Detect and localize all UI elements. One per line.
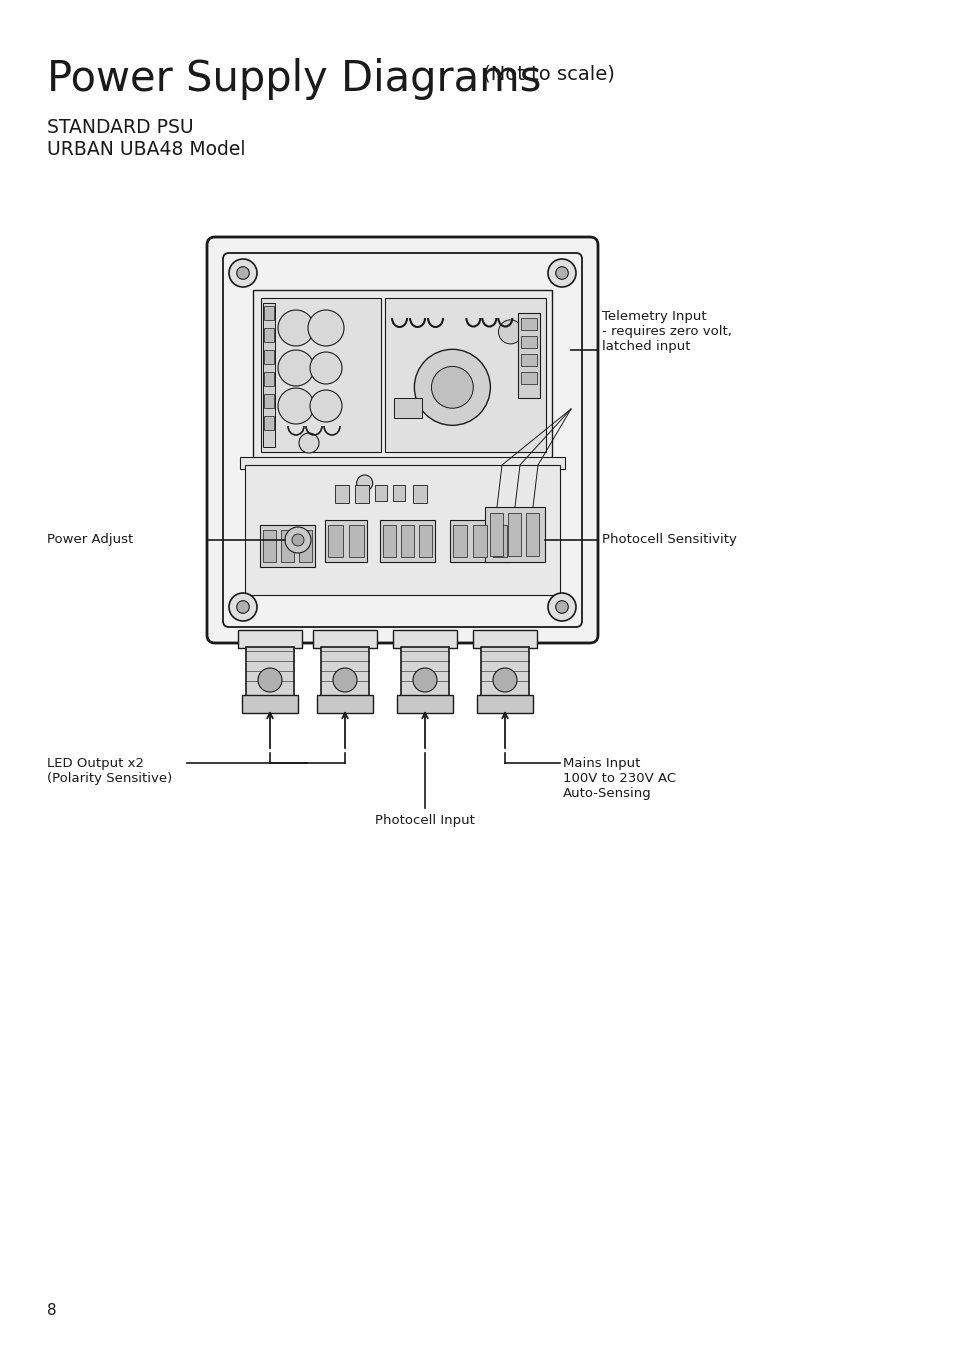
Bar	[245, 464, 559, 595]
Bar	[316, 695, 373, 713]
Circle shape	[308, 310, 344, 346]
Bar	[476, 695, 533, 713]
Bar	[264, 394, 274, 408]
Bar	[320, 647, 369, 699]
Circle shape	[285, 526, 311, 554]
Bar	[400, 647, 449, 699]
Bar	[264, 373, 274, 386]
Bar	[400, 525, 414, 558]
Circle shape	[277, 310, 314, 346]
Bar	[281, 531, 294, 562]
Bar	[313, 630, 376, 648]
Bar	[450, 520, 510, 562]
Circle shape	[236, 267, 249, 279]
Circle shape	[229, 593, 256, 621]
Bar	[253, 290, 552, 460]
Bar	[413, 485, 427, 504]
Text: STANDARD PSU: STANDARD PSU	[47, 117, 193, 136]
Bar	[384, 298, 545, 452]
Bar	[396, 695, 453, 713]
Bar	[493, 525, 506, 558]
Circle shape	[229, 259, 256, 288]
Bar	[382, 525, 395, 558]
Circle shape	[413, 668, 436, 693]
Bar	[335, 485, 349, 504]
Circle shape	[555, 601, 568, 613]
Text: Telemetry Input
- requires zero volt,
latched input: Telemetry Input - requires zero volt, la…	[601, 310, 731, 352]
Bar	[379, 520, 435, 562]
Bar	[480, 647, 529, 699]
Circle shape	[277, 387, 314, 424]
Text: (Not to scale): (Not to scale)	[476, 65, 615, 84]
Bar	[237, 630, 302, 648]
Bar	[453, 525, 467, 558]
Circle shape	[292, 535, 304, 545]
Circle shape	[236, 601, 249, 613]
Bar	[394, 398, 422, 418]
Circle shape	[555, 267, 568, 279]
FancyBboxPatch shape	[207, 238, 598, 643]
Bar	[473, 525, 486, 558]
Bar	[507, 513, 520, 556]
Bar	[262, 531, 275, 562]
Bar	[520, 319, 537, 331]
Bar	[484, 508, 544, 562]
Bar	[393, 630, 456, 648]
Circle shape	[298, 433, 318, 454]
Bar	[393, 485, 405, 501]
Bar	[240, 458, 564, 468]
Circle shape	[547, 259, 576, 288]
Bar	[517, 313, 539, 398]
Bar	[419, 525, 432, 558]
Bar	[264, 328, 274, 342]
Text: Photocell Input: Photocell Input	[375, 814, 475, 828]
Circle shape	[277, 350, 314, 386]
Bar	[473, 630, 537, 648]
Bar	[375, 485, 387, 501]
Bar	[264, 306, 274, 320]
Circle shape	[310, 352, 341, 383]
Bar	[520, 373, 537, 385]
Circle shape	[493, 668, 517, 693]
Text: Mains Input
100V to 230V AC
Auto-Sensing: Mains Input 100V to 230V AC Auto-Sensing	[562, 757, 676, 801]
Bar	[260, 525, 314, 567]
Circle shape	[257, 668, 282, 693]
Bar	[349, 525, 363, 558]
Bar	[263, 302, 274, 447]
Bar	[525, 513, 538, 556]
Text: URBAN UBA48 Model: URBAN UBA48 Model	[47, 140, 245, 159]
Text: Photocell Sensitivity: Photocell Sensitivity	[601, 533, 736, 547]
Bar	[264, 350, 274, 365]
Bar	[264, 416, 274, 431]
Circle shape	[498, 320, 522, 344]
Text: LED Output x2
(Polarity Sensitive): LED Output x2 (Polarity Sensitive)	[47, 757, 172, 784]
Circle shape	[333, 668, 356, 693]
Circle shape	[547, 593, 576, 621]
Bar	[299, 531, 312, 562]
Bar	[328, 525, 342, 558]
Bar	[246, 647, 294, 699]
Circle shape	[356, 475, 373, 491]
Bar	[325, 520, 367, 562]
Bar	[355, 485, 369, 504]
Text: Power Adjust: Power Adjust	[47, 533, 133, 547]
Text: 8: 8	[47, 1303, 56, 1318]
Bar	[242, 695, 297, 713]
Bar	[490, 513, 502, 556]
Text: Power Supply Diagrams: Power Supply Diagrams	[47, 58, 540, 100]
Circle shape	[431, 366, 473, 408]
Bar	[261, 298, 380, 452]
Circle shape	[414, 350, 490, 425]
Bar	[520, 336, 537, 348]
Bar	[520, 355, 537, 366]
Circle shape	[310, 390, 341, 423]
